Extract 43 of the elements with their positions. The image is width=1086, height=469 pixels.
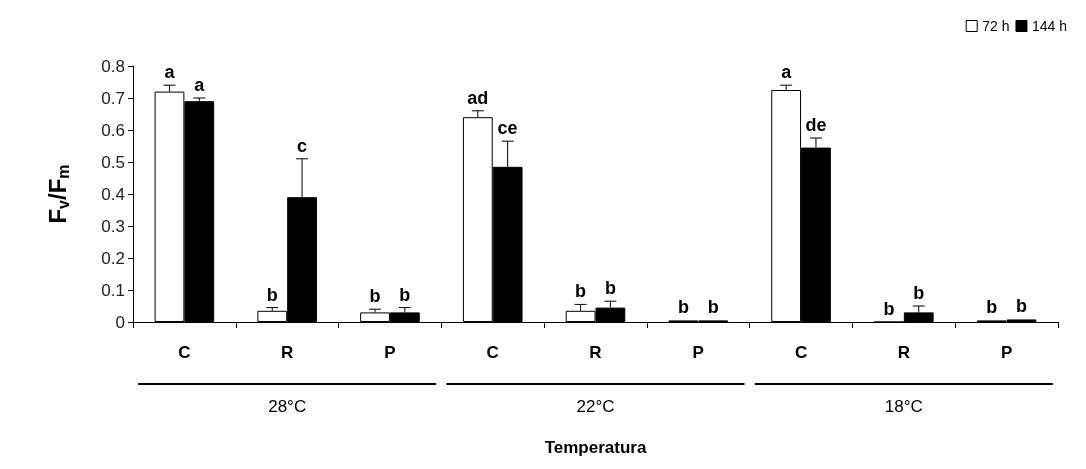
text: 18°C xyxy=(884,397,923,416)
text: 22°C xyxy=(576,397,615,416)
data-label: b xyxy=(266,284,278,305)
x-tick-label: C xyxy=(794,343,808,362)
legend-label: 144 h xyxy=(1031,18,1068,34)
x-tick-label: R xyxy=(281,343,294,362)
y-tick-label: 0.8 xyxy=(101,56,125,76)
y-tick-label: 0.5 xyxy=(101,152,125,172)
data-label: ce xyxy=(497,118,518,139)
x-tick-label: P xyxy=(384,343,396,362)
y-axis-title: Fv/Fm xyxy=(43,164,72,224)
data-label: ad xyxy=(467,87,489,108)
x-tick-label: C xyxy=(178,343,191,362)
x-tick-label: R xyxy=(589,343,602,362)
x-tick-label: P xyxy=(1000,343,1013,362)
data-label: a xyxy=(164,62,176,83)
data-label: de xyxy=(805,115,827,135)
legend-label: 72 h xyxy=(982,18,1010,34)
data-label: a xyxy=(194,75,206,95)
data-label: b xyxy=(677,297,689,318)
data-label: b xyxy=(369,286,381,307)
y-tick-label: 0.1 xyxy=(101,280,125,300)
x-tick-label: R xyxy=(897,343,910,362)
x-axis-title: Temperatura xyxy=(544,438,647,457)
text: 28°C xyxy=(268,397,307,416)
data-label: b xyxy=(913,283,925,303)
x-tick-label: P xyxy=(692,343,704,362)
data-label: b xyxy=(707,297,719,318)
data-label: b xyxy=(986,297,998,318)
y-tick-label: 0 xyxy=(115,312,125,332)
data-label: b xyxy=(575,281,587,302)
data-label: b xyxy=(604,278,616,299)
data-label: c xyxy=(297,135,308,156)
y-tick-label: 0.7 xyxy=(101,88,125,108)
y-tick-label: 0.4 xyxy=(101,184,125,204)
x-tick-label: C xyxy=(486,343,499,362)
y-tick-label: 0.6 xyxy=(101,120,125,140)
y-tick-label: 0.2 xyxy=(101,248,125,268)
data-label: b xyxy=(399,284,411,305)
data-label: b xyxy=(1016,296,1028,317)
y-tick-label: 0.3 xyxy=(101,216,125,236)
data-label: b xyxy=(883,299,895,319)
data-label: a xyxy=(781,62,793,83)
